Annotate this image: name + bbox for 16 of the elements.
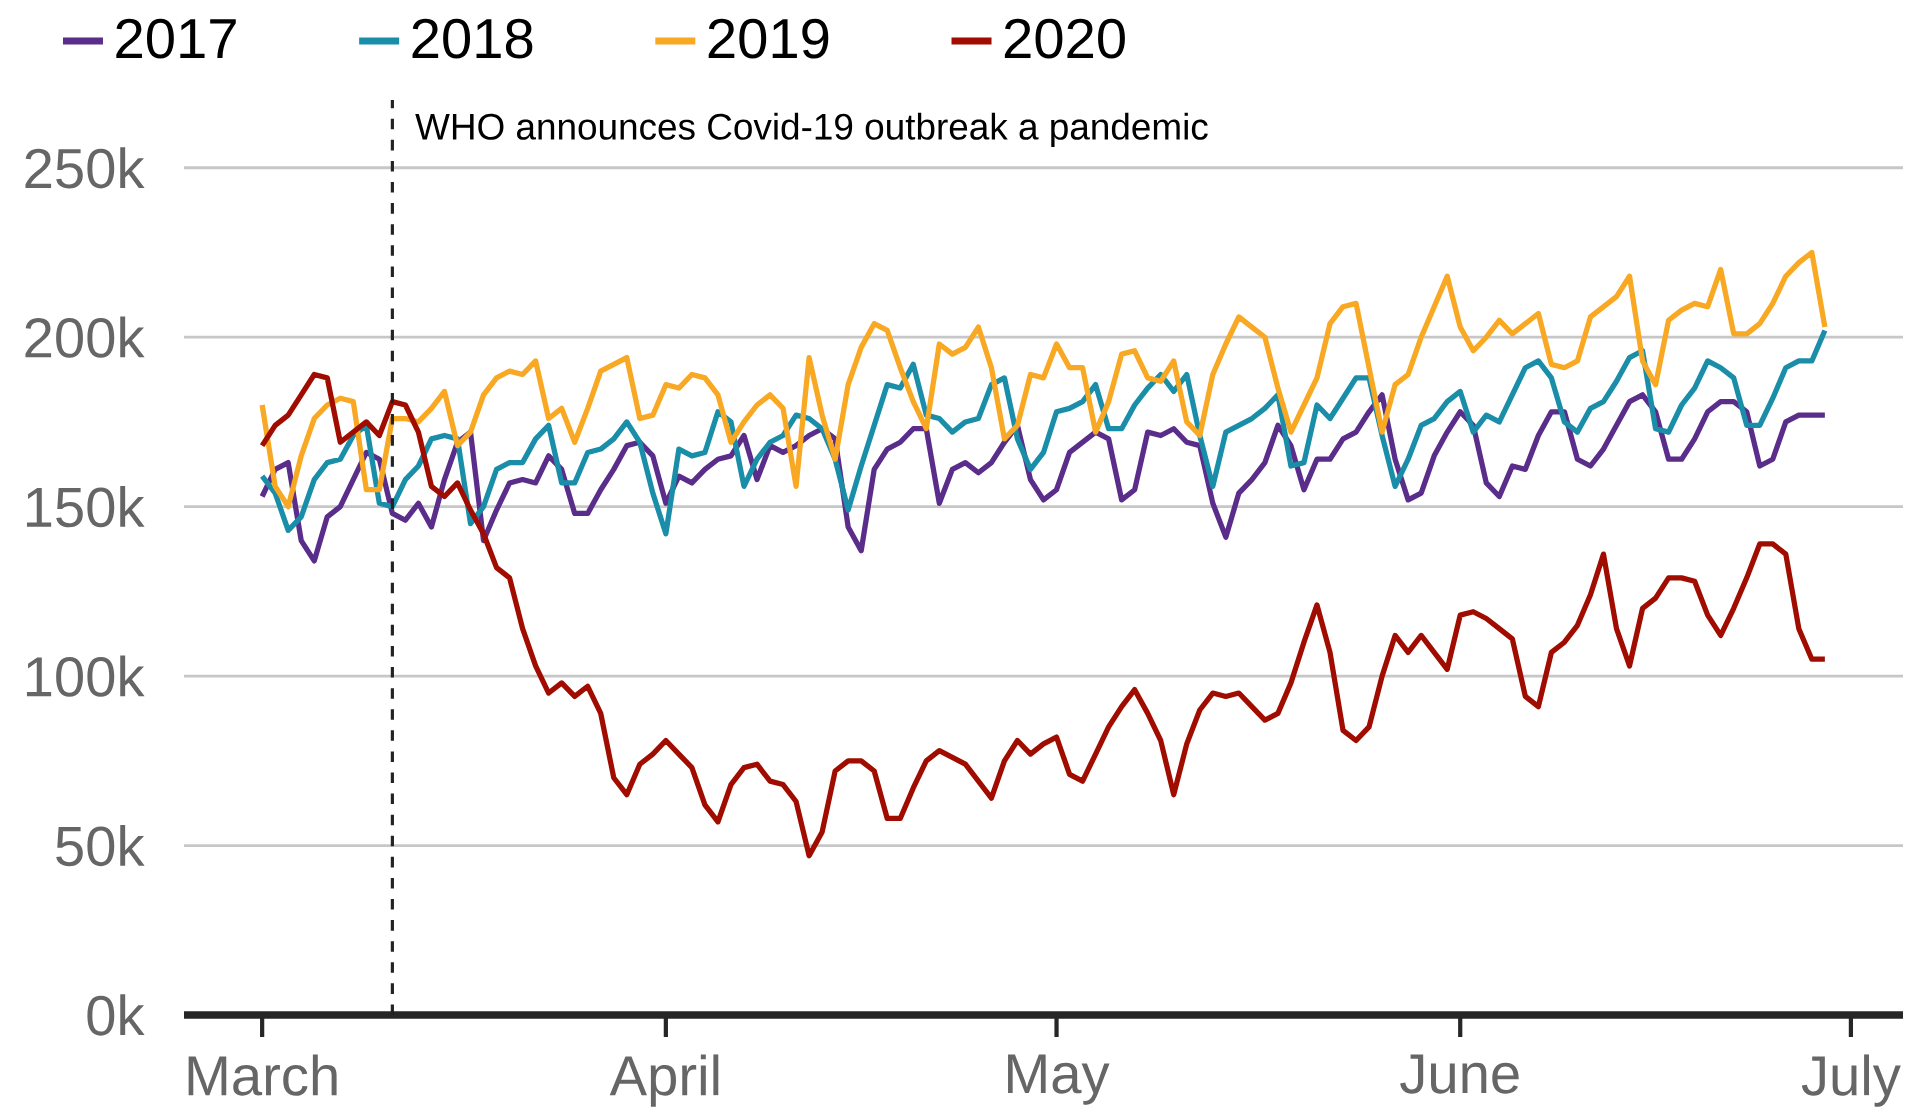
x-tick-label: July	[1801, 1054, 1901, 1107]
ref-line-label: WHO announces Covid-19 outbreak a pandemic	[415, 112, 1208, 148]
x-tick-label: March	[188, 1054, 337, 1096]
legend-label: 2017	[116, 18, 236, 59]
legend-label: 2020	[1004, 18, 1125, 59]
legend-label: 2018	[412, 18, 533, 59]
y-tick-label: 100k	[26, 655, 145, 697]
legend-label: 2019	[708, 18, 829, 59]
y-tick-label: 150k	[26, 486, 145, 528]
y-tick-label: 50k	[56, 824, 145, 867]
y-tick-label: 0k	[87, 994, 145, 1036]
y-tick-label: 200k	[25, 316, 145, 358]
x-tick-label: June	[1400, 1054, 1519, 1094]
x-tick-label: April	[609, 1054, 719, 1107]
x-tick-label: May	[1008, 1054, 1110, 1105]
y-tick-label: 250k	[25, 147, 145, 189]
